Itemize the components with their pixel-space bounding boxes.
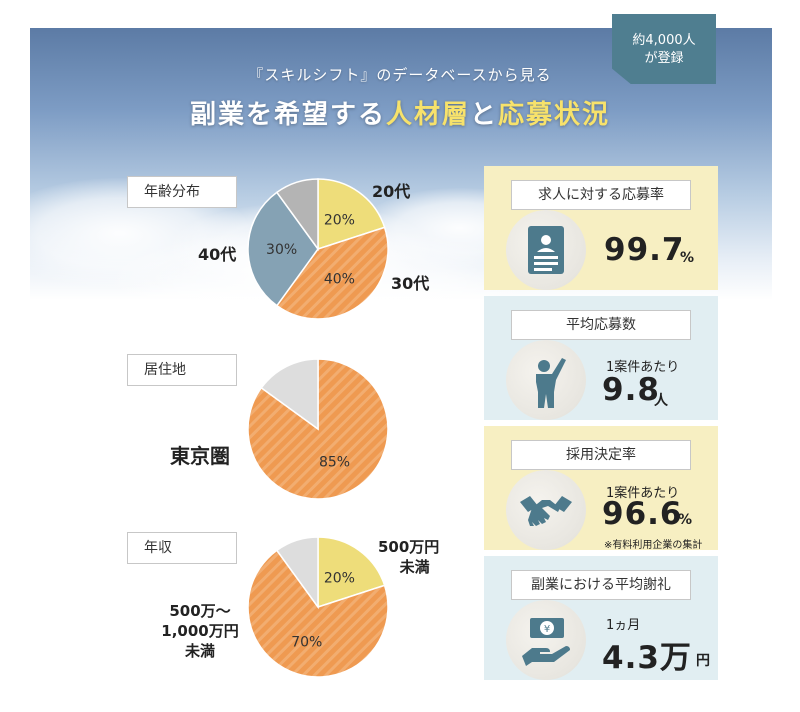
icon-circle-background	[506, 470, 586, 550]
handshake-icon	[520, 496, 572, 526]
page-subtitle: 『スキルシフト』のデータベースから見る	[248, 66, 552, 84]
income-mid-line1: 500万～	[169, 602, 231, 620]
residence-label: 居住地	[127, 354, 237, 386]
person-raising-hand-icon	[536, 358, 566, 408]
icon-circle-background	[506, 600, 586, 680]
income-under-500-line2: 未満	[399, 558, 430, 576]
stat-value: 96.6	[602, 496, 683, 532]
stat-card-average-applications: 平均応募数 1案件あたり 9.8 人	[484, 296, 718, 420]
money-hand-icon: ¥	[522, 618, 570, 666]
pie-slice-value-label: 20%	[324, 213, 355, 229]
stat-unit: 人	[654, 393, 668, 409]
pie-slice	[247, 549, 389, 678]
flag-line-1: 約4,000人	[632, 33, 696, 48]
page-title: 副業を希望する人材層と応募状況	[0, 94, 800, 131]
pie-slice	[247, 191, 319, 307]
income-under-500-line1: 500万円	[378, 538, 440, 556]
pie-slice-value-label: 85%	[319, 454, 350, 470]
pie-slice-value-label: 40%	[324, 271, 355, 287]
pie-slice	[275, 226, 389, 320]
pie-slice-value-label: 30%	[266, 242, 297, 258]
income-pie-chart: 20% 70%	[247, 536, 389, 678]
headline-highlight-2: 応募状況	[498, 100, 611, 130]
stat-card-hiring-rate: 採用決定率 1案件あたり 96.6 % ※有料利用企業の集計	[484, 426, 718, 551]
stat-card-application-rate: 求人に対する応募率 99.7 %	[484, 166, 718, 290]
income-mid-line2: 1,000万円	[161, 622, 239, 640]
pie-slice-value-label: 70%	[291, 635, 322, 651]
stat-card-average-reward: 副業における平均謝礼 ¥ 1ヵ月 4.3万 円	[484, 556, 718, 680]
pie-slice	[275, 536, 319, 610]
stat-value: 9.8	[602, 372, 660, 408]
stat-card-title: 求人に対する応募率	[511, 180, 691, 210]
stat-card-title: 副業における平均謝礼	[511, 570, 691, 600]
residence-tokyo-label: 東京圏	[170, 444, 230, 468]
age-distribution-pie-chart: 20% 40% 30%	[247, 178, 389, 320]
stat-card-title: 平均応募数	[511, 310, 691, 340]
pie-slice-value-label: 20%	[324, 571, 355, 587]
income-under-500-label: 500万円 未満	[378, 537, 439, 577]
stat-unit: %	[678, 512, 693, 528]
flag-line-2: が登録	[644, 51, 684, 66]
stat-value: 4.3万	[602, 640, 692, 676]
headline-part-c: と	[470, 100, 499, 130]
headline-part-a: 副業を希望する	[189, 100, 386, 130]
stat-value: 99.7	[604, 232, 685, 268]
income-mid-label: 500万～ 1,000万円 未満	[150, 601, 250, 661]
residence-pie-chart: 85%	[247, 358, 389, 500]
stat-card-title: 採用決定率	[511, 440, 691, 470]
stat-unit: 円	[696, 653, 710, 669]
stat-unit: %	[680, 250, 695, 266]
registration-flag-badge: 約4,000人 が登録	[612, 14, 716, 84]
pie-slice	[275, 178, 319, 252]
income-label: 年収	[127, 532, 237, 564]
document-icon	[528, 226, 564, 274]
income-mid-line3: 未満	[184, 642, 215, 660]
stat-note: ※有料利用企業の集計	[604, 540, 703, 551]
stat-prefix: 1案件あたり	[606, 360, 680, 375]
age-distribution-label: 年齢分布	[127, 176, 237, 208]
stat-prefix: 1案件あたり	[606, 486, 680, 501]
svg-text:¥: ¥	[544, 624, 550, 635]
age-20s-label: 20代	[372, 182, 411, 201]
age-30s-label: 30代	[391, 274, 430, 293]
age-40s-label: 40代	[198, 245, 237, 264]
pie-slice	[317, 178, 386, 251]
headline-highlight-1: 人材層	[385, 100, 470, 130]
pie-slice	[317, 536, 386, 609]
pie-slice	[260, 358, 319, 431]
stat-prefix: 1ヵ月	[606, 618, 641, 633]
